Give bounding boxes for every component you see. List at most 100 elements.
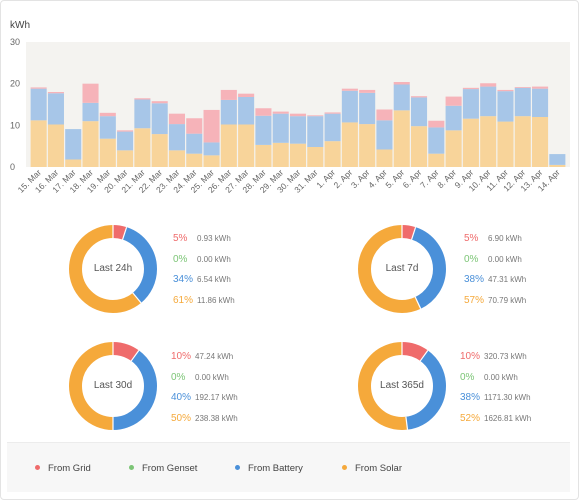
- bar-segment-from-battery[interactable]: [186, 133, 203, 154]
- bar-segment-from-grid[interactable]: [82, 83, 99, 103]
- bar-segment-from-solar[interactable]: [151, 134, 168, 167]
- bar-segment-from-grid[interactable]: [272, 111, 289, 114]
- bar-segment-from-battery[interactable]: [480, 86, 497, 117]
- bar-segment-from-solar[interactable]: [47, 124, 64, 168]
- bar-segment-from-battery[interactable]: [376, 120, 393, 150]
- bar-segment-from-battery[interactable]: [203, 142, 220, 156]
- bar-segment-from-battery[interactable]: [410, 97, 428, 127]
- bar-segment-from-grid[interactable]: [47, 92, 64, 94]
- bar-segment-from-battery[interactable]: [514, 87, 531, 117]
- bar-segment-from-solar[interactable]: [324, 141, 341, 167]
- slice-separator: [405, 416, 409, 430]
- slice-separator: [122, 226, 128, 240]
- bar-segment-from-battery[interactable]: [341, 90, 358, 123]
- bar-segment-from-battery[interactable]: [151, 103, 168, 135]
- bar-segment-from-solar[interactable]: [497, 121, 514, 167]
- bar-segment-from-solar[interactable]: [134, 128, 151, 167]
- bar-segment-from-solar[interactable]: [220, 124, 237, 168]
- legend-item-solar[interactable]: From Solar: [342, 463, 402, 474]
- bar-segment-from-battery[interactable]: [307, 116, 324, 147]
- bar-segment-from-grid[interactable]: [203, 109, 220, 143]
- bar-segment-from-solar[interactable]: [514, 116, 531, 167]
- bar-segment-from-solar[interactable]: [30, 120, 47, 167]
- bar-segment-from-solar[interactable]: [428, 153, 445, 167]
- bar-segment-from-battery[interactable]: [82, 102, 99, 122]
- bar-segment-from-grid[interactable]: [341, 88, 358, 91]
- bar-segment-from-grid[interactable]: [376, 109, 393, 121]
- bar-segment-from-grid[interactable]: [393, 82, 410, 85]
- bar-segment-from-battery[interactable]: [289, 116, 307, 144]
- bar-segment-from-solar[interactable]: [480, 116, 497, 167]
- bar-segment-from-solar[interactable]: [341, 122, 358, 167]
- bar-segment-from-solar[interactable]: [255, 144, 272, 167]
- legend-item-battery[interactable]: From Battery: [235, 463, 303, 474]
- bar-segment-from-solar[interactable]: [238, 124, 255, 168]
- bar-segment-from-solar[interactable]: [82, 121, 99, 167]
- bar-segment-from-grid[interactable]: [497, 89, 514, 92]
- bar-segment-from-solar[interactable]: [549, 164, 566, 167]
- bar-segment-from-solar[interactable]: [272, 142, 289, 167]
- bar-segment-from-grid[interactable]: [186, 118, 203, 134]
- bar-segment-from-grid[interactable]: [220, 89, 237, 100]
- bar-segment-from-battery[interactable]: [255, 115, 272, 145]
- bar-segment-from-grid[interactable]: [359, 89, 376, 93]
- bar-segment-from-battery[interactable]: [30, 88, 47, 121]
- bar-segment-from-battery[interactable]: [238, 97, 255, 125]
- bar-segment-from-grid[interactable]: [168, 113, 186, 125]
- bar-segment-from-grid[interactable]: [428, 120, 445, 128]
- bar-segment-from-grid[interactable]: [117, 130, 134, 132]
- bar-segment-from-battery[interactable]: [462, 89, 479, 119]
- bar-segment-from-grid[interactable]: [238, 93, 255, 97]
- bar-segment-from-battery[interactable]: [428, 127, 445, 154]
- bar-segment-from-solar[interactable]: [445, 130, 462, 167]
- bar-segment-from-battery[interactable]: [497, 91, 514, 122]
- bar-segment-from-battery[interactable]: [393, 84, 410, 111]
- legend-item-genset[interactable]: From Genset: [129, 463, 197, 474]
- bar-segment-from-grid[interactable]: [134, 98, 151, 100]
- bar-segment-from-battery[interactable]: [359, 92, 376, 125]
- bar-segment-from-grid[interactable]: [99, 112, 116, 117]
- bar-segment-from-grid[interactable]: [289, 113, 307, 117]
- bar-segment-from-battery[interactable]: [549, 154, 566, 165]
- bar-segment-from-solar[interactable]: [99, 138, 116, 167]
- bar-segment-from-battery[interactable]: [324, 113, 341, 142]
- bar-segment-from-grid[interactable]: [480, 83, 497, 87]
- bar-segment-from-grid[interactable]: [30, 87, 47, 89]
- bar-segment-from-solar[interactable]: [359, 124, 376, 167]
- bar-segment-from-solar[interactable]: [532, 117, 549, 167]
- bar-segment-from-grid[interactable]: [445, 96, 462, 106]
- bar-segment-from-solar[interactable]: [186, 153, 203, 167]
- bar-segment-from-grid[interactable]: [151, 101, 168, 104]
- bar-segment-from-battery[interactable]: [220, 99, 237, 125]
- bar-segment-from-grid[interactable]: [462, 87, 479, 90]
- bar-segment-from-grid[interactable]: [255, 108, 272, 116]
- donut-slice-from-battery[interactable]: [358, 225, 446, 313]
- bar-segment-from-solar[interactable]: [168, 150, 186, 167]
- bar-segment-from-battery[interactable]: [272, 113, 289, 143]
- bar-segment-from-battery[interactable]: [65, 129, 82, 160]
- bar-segment-from-battery[interactable]: [47, 93, 64, 125]
- bar-segment-from-solar[interactable]: [376, 149, 393, 168]
- donut-slice-from-battery[interactable]: [69, 225, 157, 313]
- bar-segment-from-grid[interactable]: [324, 112, 341, 114]
- bar-segment-from-solar[interactable]: [393, 110, 410, 167]
- donut-slice-from-battery[interactable]: [358, 342, 446, 430]
- bar-segment-from-battery[interactable]: [134, 99, 151, 129]
- bar-segment-from-solar[interactable]: [65, 159, 82, 168]
- bar-segment-from-battery[interactable]: [532, 88, 549, 117]
- bar-segment-from-battery[interactable]: [99, 116, 116, 139]
- bar-segment-from-solar[interactable]: [462, 118, 479, 167]
- bar-segment-from-solar[interactable]: [117, 150, 134, 167]
- bar-segment-from-battery[interactable]: [117, 131, 134, 151]
- bar-segment-from-solar[interactable]: [203, 155, 220, 167]
- bar-segment-from-battery[interactable]: [168, 124, 186, 151]
- bar-segment-from-solar[interactable]: [307, 147, 324, 167]
- bar-segment-from-grid[interactable]: [307, 115, 324, 117]
- bar-segment-from-grid[interactable]: [410, 96, 428, 98]
- bar-segment-from-solar[interactable]: [289, 143, 307, 167]
- bar-segment-from-grid[interactable]: [514, 87, 531, 88]
- bar-segment-from-battery[interactable]: [445, 105, 462, 131]
- legend-item-grid[interactable]: From Grid: [35, 463, 91, 474]
- bar-segment-from-solar[interactable]: [410, 126, 428, 167]
- bar-segment-from-grid[interactable]: [532, 86, 549, 89]
